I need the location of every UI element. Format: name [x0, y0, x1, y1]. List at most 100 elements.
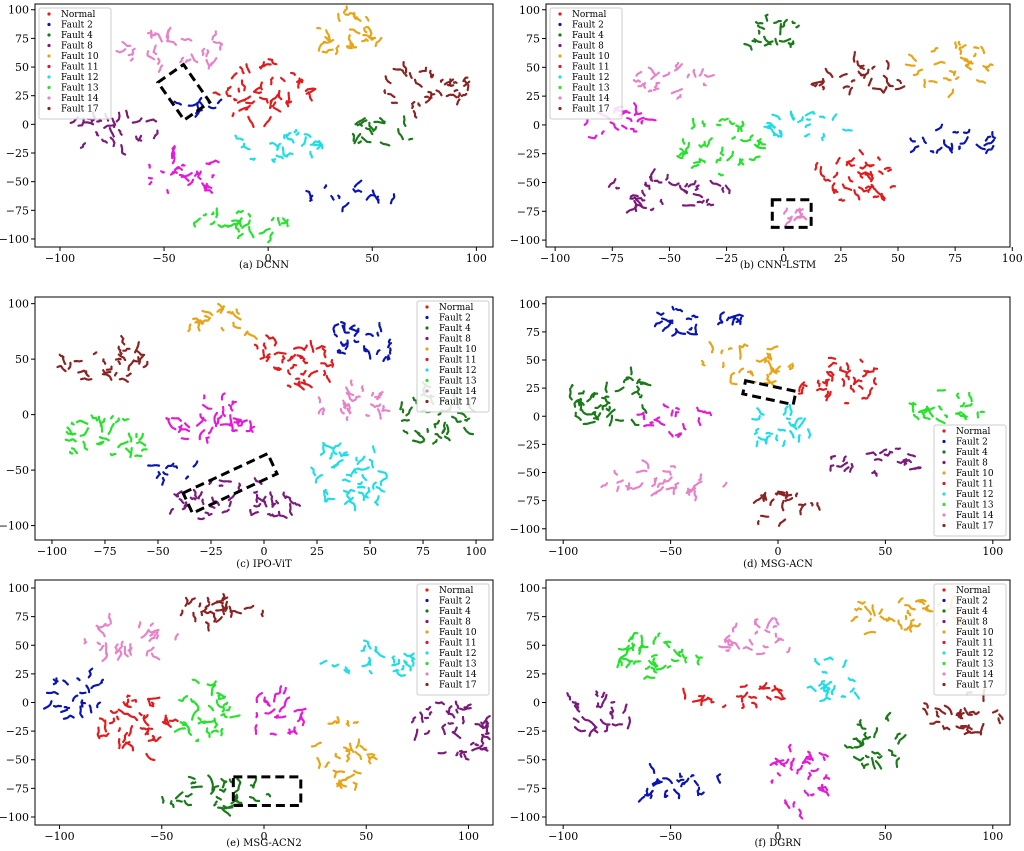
data-stroke — [52, 704, 63, 708]
y-tick-label: −75 — [517, 495, 540, 508]
data-stroke — [386, 354, 391, 361]
data-stroke — [827, 356, 837, 360]
data-stroke — [983, 138, 995, 147]
data-stroke — [746, 370, 754, 375]
data-stroke — [92, 351, 98, 356]
data-stroke — [841, 378, 846, 388]
y-tick-label: −100 — [510, 234, 540, 247]
data-stroke — [180, 163, 187, 167]
data-stroke — [798, 503, 807, 507]
data-stroke — [818, 751, 829, 758]
data-stroke — [648, 762, 656, 774]
data-stroke — [337, 12, 341, 22]
data-stroke — [43, 700, 53, 710]
data-stroke — [351, 132, 355, 142]
data-stroke — [79, 705, 84, 719]
data-stroke — [844, 401, 851, 405]
data-stroke — [867, 77, 873, 87]
data-stroke — [739, 120, 746, 133]
data-stroke — [287, 369, 292, 376]
data-stroke — [739, 158, 745, 166]
x-tick-label: −100 — [44, 830, 74, 843]
data-stroke — [732, 313, 744, 319]
data-stroke — [635, 385, 641, 396]
data-stroke — [210, 684, 217, 697]
legend-marker — [942, 588, 946, 592]
data-stroke — [321, 48, 334, 54]
data-stroke — [220, 326, 225, 332]
data-stroke — [843, 744, 854, 750]
data-stroke — [79, 142, 87, 149]
data-stroke — [222, 701, 229, 707]
legend-entry: Fault 2 — [439, 314, 471, 324]
data-stroke — [665, 486, 676, 491]
data-stroke — [219, 306, 225, 314]
data-stroke — [99, 732, 110, 738]
data-stroke — [169, 800, 175, 809]
data-stroke — [192, 488, 198, 500]
data-stroke — [66, 426, 77, 435]
legend-marker — [425, 672, 429, 676]
data-stroke — [207, 704, 215, 712]
y-tick-label: −75 — [6, 204, 29, 217]
data-stroke — [665, 173, 669, 181]
data-stroke — [147, 463, 161, 467]
data-stroke — [629, 127, 638, 133]
data-stroke — [300, 136, 307, 147]
data-stroke — [128, 647, 133, 657]
data-stroke — [233, 418, 242, 424]
data-stroke — [222, 788, 227, 793]
data-stroke — [638, 393, 643, 399]
data-stroke — [991, 709, 999, 714]
data-stroke — [589, 411, 597, 416]
x-tick-label: 100 — [458, 830, 479, 843]
legend-entry: Fault 11 — [439, 639, 477, 649]
legend-entry: Normal — [439, 303, 473, 313]
data-stroke — [117, 727, 121, 733]
data-stroke — [342, 399, 347, 406]
data-stroke — [400, 664, 405, 671]
data-stroke — [109, 415, 114, 420]
data-stroke — [934, 123, 944, 132]
legend-marker — [558, 33, 562, 37]
data-stroke — [376, 403, 382, 408]
panel-1: −100 −50 0 50 1001007550250−25−50−75−100Norm… — [0, 3, 494, 271]
data-stroke — [333, 332, 338, 338]
data-stroke — [147, 696, 161, 701]
data-stroke — [67, 361, 72, 370]
data-stroke — [382, 403, 386, 410]
legend-marker — [47, 54, 51, 58]
data-stroke — [149, 631, 156, 637]
data-stroke — [221, 604, 226, 616]
data-stroke — [147, 55, 156, 61]
data-stroke — [608, 414, 613, 427]
data-stroke — [766, 617, 774, 629]
data-stroke — [787, 743, 792, 754]
data-stroke — [138, 621, 142, 629]
data-stroke — [662, 70, 671, 78]
data-stroke — [694, 323, 698, 336]
data-stroke — [128, 725, 134, 737]
data-stroke — [938, 405, 943, 411]
data-stroke — [484, 731, 491, 735]
legend-entry: Fault 12 — [572, 73, 610, 83]
data-stroke — [180, 437, 190, 441]
data-stroke — [774, 365, 781, 375]
data-stroke — [244, 104, 251, 111]
data-stroke — [576, 400, 581, 407]
data-stroke — [607, 178, 617, 188]
data-stroke — [368, 458, 375, 469]
data-stroke — [686, 73, 691, 79]
legend-marker — [942, 460, 946, 465]
data-stroke — [79, 691, 87, 695]
data-stroke — [202, 394, 206, 400]
data-stroke — [168, 718, 179, 723]
data-stroke — [203, 182, 208, 193]
data-stroke — [258, 63, 272, 69]
data-stroke — [678, 648, 684, 656]
data-stroke — [336, 779, 341, 788]
data-stroke — [570, 383, 574, 389]
legend-marker — [47, 33, 51, 37]
data-stroke — [721, 186, 725, 193]
data-stroke — [184, 422, 191, 429]
